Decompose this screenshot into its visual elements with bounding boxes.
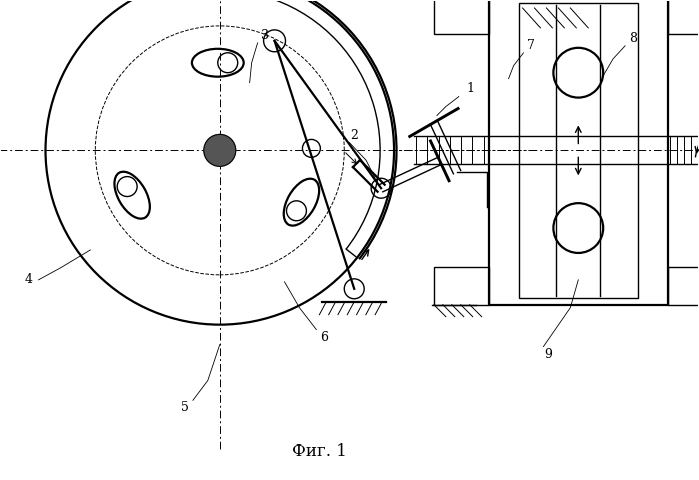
Text: 3: 3 — [261, 29, 268, 42]
Text: 9: 9 — [545, 348, 552, 361]
Bar — [668, 0, 699, 34]
Text: 8: 8 — [629, 32, 637, 45]
Text: 1: 1 — [467, 82, 475, 95]
Text: 5: 5 — [181, 401, 189, 414]
Bar — [668, 267, 699, 305]
Text: 7: 7 — [526, 39, 535, 52]
Text: 6: 6 — [320, 331, 329, 344]
Bar — [434, 267, 489, 305]
Bar — [489, 0, 668, 305]
Circle shape — [204, 134, 236, 166]
Bar — [434, 0, 489, 34]
Text: Фиг. 1: Фиг. 1 — [292, 443, 347, 460]
Bar — [519, 3, 638, 298]
Text: 4: 4 — [24, 273, 33, 287]
Text: 2: 2 — [350, 129, 358, 142]
